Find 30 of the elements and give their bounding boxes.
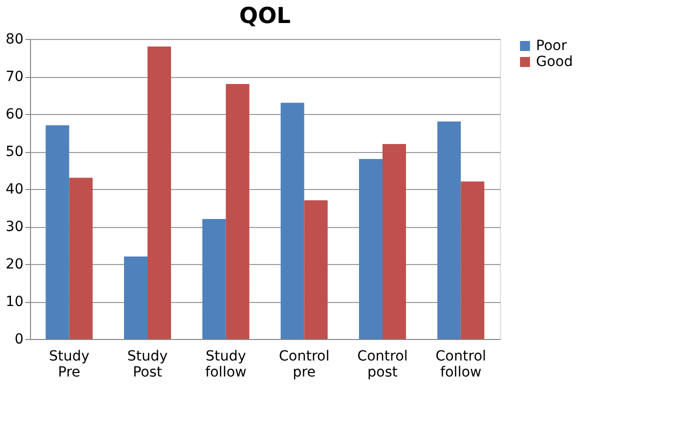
x-tick-label: Control follow (436, 348, 486, 380)
y-tick-label: 10 (6, 294, 24, 310)
y-tick-label: 80 (6, 32, 24, 48)
legend-label: Poor (536, 38, 568, 54)
x-tick-label: Control pre (278, 348, 330, 380)
x-tick-label: Study Pre (48, 348, 90, 380)
y-tick-label: 0 (14, 332, 24, 348)
x-tick-label: Control post (357, 348, 408, 380)
bar (202, 219, 226, 339)
bar (359, 159, 382, 339)
y-tick-label: 20 (6, 256, 24, 272)
y-tick-label: 30 (6, 219, 24, 235)
y-tick-label: 40 (6, 182, 24, 198)
bar (124, 256, 148, 339)
bar (148, 46, 171, 339)
bar (280, 102, 304, 339)
x-tick-label: Study follow (205, 348, 246, 380)
y-tick-label: 50 (6, 144, 24, 160)
chart-title: QOL (239, 4, 291, 29)
bar (460, 182, 484, 339)
bar (382, 144, 406, 339)
x-tick-label: Study Post (127, 348, 168, 380)
legend-label: Good (536, 54, 573, 70)
y-tick-label: 70 (6, 69, 24, 85)
y-tick-label: 60 (6, 106, 24, 122)
bar (226, 84, 250, 339)
bar (46, 125, 70, 339)
bar (437, 122, 461, 339)
bar (69, 178, 93, 339)
bar (304, 200, 328, 339)
